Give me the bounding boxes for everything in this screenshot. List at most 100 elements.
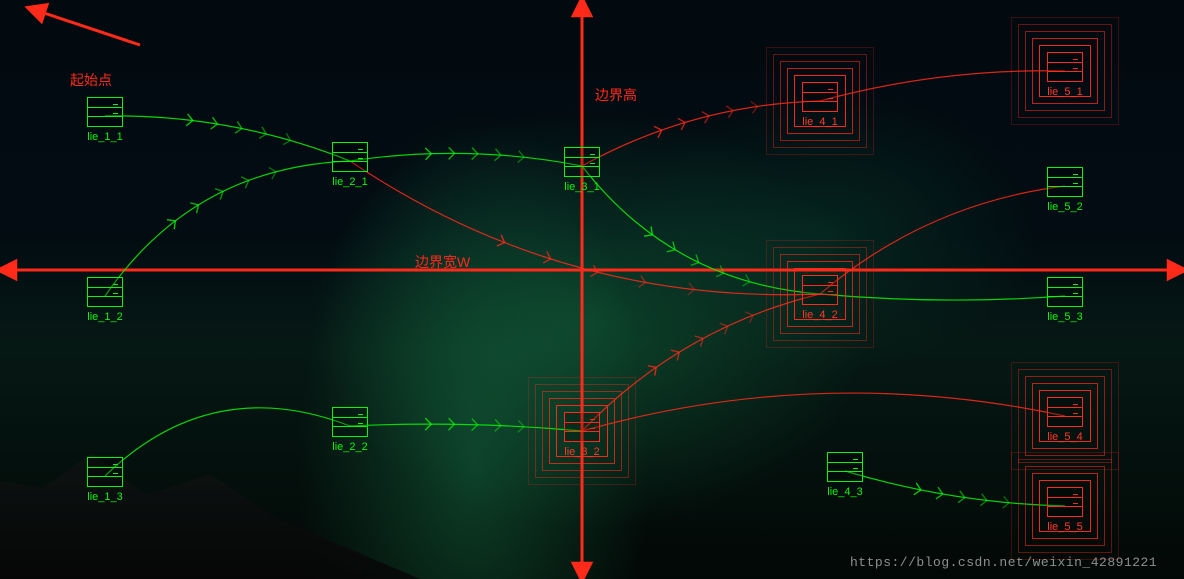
edge-lie_4_1-lie_5_1 — [820, 71, 1065, 101]
server-node-lie_4_3[interactable]: lie_4_3 — [827, 452, 863, 498]
flow-chevron-icon — [241, 177, 249, 188]
flow-chevron-icon — [751, 101, 758, 113]
server-node-label: lie_5_3 — [1047, 311, 1083, 323]
flow-chevron-icon — [518, 420, 524, 432]
server-node-lie_1_2[interactable]: lie_1_2 — [87, 277, 123, 323]
server-node-lie_5_5[interactable]: lie_5_5 — [1047, 487, 1083, 533]
flow-chevron-icon — [691, 255, 699, 266]
flow-chevron-icon — [472, 148, 478, 160]
flow-chevron-icon — [644, 226, 652, 236]
flow-chevron-icon — [980, 494, 987, 506]
flow-chevron-icon — [497, 235, 505, 246]
axis-width-label: 边界宽W — [415, 252, 470, 272]
flow-chevron-icon — [167, 220, 175, 230]
flow-chevron-icon — [543, 251, 551, 262]
server-node-label: lie_5_2 — [1047, 201, 1083, 213]
server-node-label: lie_5_1 — [1047, 86, 1083, 98]
server-node-label: lie_3_2 — [564, 446, 600, 458]
server-node-label: lie_4_1 — [802, 116, 838, 128]
server-icon — [827, 452, 863, 482]
server-node-lie_5_2[interactable]: lie_5_2 — [1047, 167, 1083, 213]
edge-lie_1_3-lie_2_2 — [105, 408, 350, 476]
server-node-label: lie_1_3 — [87, 491, 123, 503]
edge-lie_4_2-lie_5_2 — [820, 186, 1065, 294]
server-node-lie_4_2[interactable]: lie_4_2 — [802, 275, 838, 321]
server-node-lie_1_1[interactable]: lie_1_1 — [87, 97, 123, 143]
flow-chevron-icon — [448, 418, 454, 430]
flow-chevron-icon — [259, 127, 266, 139]
edge-lie_3_1-lie_4_2 — [582, 166, 820, 294]
origin-label: 起始点 — [70, 70, 112, 90]
server-icon — [87, 457, 123, 487]
flow-chevron-icon — [495, 149, 501, 161]
edge-lie_2_1-lie_3_1 — [350, 153, 582, 166]
server-node-lie_5_3[interactable]: lie_5_3 — [1047, 277, 1083, 323]
server-icon — [802, 82, 838, 112]
flow-chevron-icon — [702, 112, 709, 124]
server-node-label: lie_4_3 — [827, 486, 863, 498]
server-icon — [1047, 487, 1083, 517]
server-icon — [332, 142, 368, 172]
edge-lie_4_2-lie_5_3 — [820, 294, 1065, 300]
server-icon — [802, 275, 838, 305]
watermark-text: https://blog.csdn.net/weixin_42891221 — [850, 555, 1157, 570]
flow-chevron-icon — [648, 366, 656, 376]
flow-chevron-icon — [936, 487, 943, 499]
edge-lie_3_1-lie_4_1 — [582, 101, 820, 166]
server-node-lie_3_2[interactable]: lie_3_2 — [564, 412, 600, 458]
server-icon — [332, 407, 368, 437]
flow-chevron-icon — [186, 114, 193, 126]
edge-lie_3_2-lie_4_2 — [582, 294, 820, 431]
server-node-label: lie_1_1 — [87, 131, 123, 143]
flow-chevron-icon — [472, 419, 478, 431]
flow-chevron-icon — [518, 151, 525, 163]
server-node-lie_2_2[interactable]: lie_2_2 — [332, 407, 368, 453]
server-node-label: lie_2_2 — [332, 441, 368, 453]
server-icon — [1047, 397, 1083, 427]
server-node-label: lie_4_2 — [802, 309, 838, 321]
flow-chevron-icon — [671, 350, 679, 360]
server-node-lie_5_4[interactable]: lie_5_4 — [1047, 397, 1083, 443]
flow-chevron-icon — [639, 276, 646, 288]
flow-chevron-icon — [720, 323, 728, 334]
edge-lie_4_3-lie_5_5 — [845, 471, 1065, 506]
flow-chevron-icon — [958, 491, 965, 503]
server-node-lie_1_3[interactable]: lie_1_3 — [87, 457, 123, 503]
server-node-lie_3_1[interactable]: lie_3_1 — [564, 147, 600, 193]
edge-lie_2_2-lie_3_2 — [350, 424, 582, 431]
flow-chevron-icon — [425, 418, 431, 430]
server-node-lie_5_1[interactable]: lie_5_1 — [1047, 52, 1083, 98]
flow-chevron-icon — [211, 117, 218, 129]
server-node-lie_4_1[interactable]: lie_4_1 — [802, 82, 838, 128]
flow-chevron-icon — [914, 483, 921, 495]
flow-chevron-icon — [590, 265, 597, 277]
server-icon — [564, 412, 600, 442]
server-node-label: lie_2_1 — [332, 176, 368, 188]
flow-chevron-icon — [695, 336, 703, 347]
flow-chevron-icon — [745, 312, 753, 323]
server-node-label: lie_1_2 — [87, 311, 123, 323]
flow-chevron-icon — [449, 147, 455, 159]
edge-lie_1_1-lie_2_1 — [105, 116, 350, 161]
edge-lie_3_2-lie_5_4 — [582, 393, 1065, 431]
flow-chevron-icon — [678, 118, 685, 129]
flow-chevron-icon — [190, 203, 198, 213]
flow-chevron-icon — [283, 133, 290, 145]
server-icon — [1047, 277, 1083, 307]
server-node-lie_2_1[interactable]: lie_2_1 — [332, 142, 368, 188]
server-node-label: lie_5_5 — [1047, 521, 1083, 533]
flow-chevron-icon — [215, 189, 223, 200]
flow-chevron-icon — [1003, 496, 1010, 508]
edge-lie_1_2-lie_2_1 — [105, 161, 350, 296]
flow-chevron-icon — [495, 419, 501, 431]
diagram-stage: 起始点 边界高 边界宽W lie_1_1 lie_2_1 lie_3_1 lie_4_… — [0, 0, 1184, 579]
axis-height-label: 边界高 — [595, 85, 637, 105]
flow-chevron-icon — [742, 274, 749, 286]
server-node-label: lie_5_4 — [1047, 431, 1083, 443]
server-icon — [87, 97, 123, 127]
server-icon — [564, 147, 600, 177]
server-icon — [87, 277, 123, 307]
origin-arrow — [35, 10, 140, 45]
flow-chevron-icon — [716, 266, 724, 277]
server-node-label: lie_3_1 — [564, 181, 600, 193]
